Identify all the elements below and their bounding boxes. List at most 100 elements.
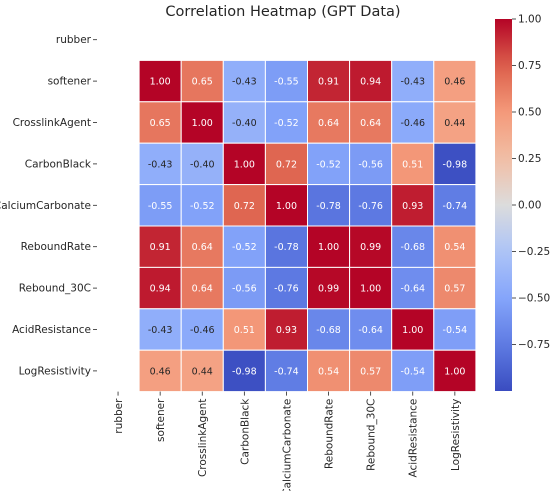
heatmap-cell: [180, 142, 224, 186]
cell-value-label: -0.52: [190, 201, 215, 212]
heatmap-cells: 1.00 0.65 -0.43 -0.55 0.91 0.94 -0.43 0.46 0.65 1…: [138, 59, 477, 393]
cell-value-label: 0.93: [402, 201, 423, 212]
cell-value-label: 1.00: [192, 118, 213, 129]
colorbar-tick-label: 1.00: [518, 14, 541, 26]
heatmap-cell: [138, 308, 182, 351]
row-label: LogResistivity: [19, 365, 91, 377]
cell-value-label: -0.78: [274, 242, 299, 253]
cell-value-label: 1.00: [444, 366, 465, 377]
cell-value-label: -0.64: [358, 325, 383, 336]
colorbar-tick-label: 0.75: [518, 60, 541, 72]
cell-value-label: -0.54: [443, 325, 468, 336]
column-label: LogResistivity: [450, 399, 462, 471]
column-label: ReboundRate: [324, 399, 336, 469]
cell-value-label: 0.64: [192, 284, 213, 295]
cell-value-label: -0.76: [274, 284, 299, 295]
heatmap-cell: [433, 225, 477, 268]
heatmap-cell: [264, 225, 308, 268]
row-label: CarbonBlack: [25, 158, 92, 170]
heatmap-cell: [264, 101, 308, 144]
colorbar: 1.00 0.75 0.50 0.25 0.00 −0.25 −0.50 −0.75: [495, 14, 550, 391]
column-label: rubber: [113, 398, 125, 434]
cell-value-label: -0.64: [400, 284, 425, 295]
column-label: softener: [155, 398, 167, 442]
cell-value-label: -0.55: [148, 201, 173, 212]
cell-value-label: -0.68: [316, 325, 341, 336]
heatmap-cell: [433, 266, 477, 310]
heatmap-cell: [307, 184, 351, 227]
cell-value-label: -0.43: [232, 77, 257, 88]
cell-value-label: 0.94: [150, 284, 171, 295]
heatmap-cell: [222, 184, 266, 227]
cell-value-label: 0.99: [318, 284, 339, 295]
heatmap-cell: [138, 142, 182, 186]
cell-value-label: 1.00: [234, 159, 255, 170]
cell-value-label: -0.55: [274, 77, 299, 88]
cell-value-label: -0.74: [274, 366, 299, 377]
heatmap-cell: [349, 142, 393, 186]
cell-value-label: 0.65: [192, 77, 213, 88]
cell-value-label: 1.00: [150, 77, 171, 88]
cell-value-label: 0.44: [444, 118, 465, 129]
row-label: ReboundRate: [21, 241, 91, 253]
heatmap-cell: [307, 308, 351, 351]
column-label: Rebound_30C: [366, 399, 378, 471]
cell-value-label: -0.40: [232, 118, 257, 129]
cell-value-label: -0.40: [190, 159, 215, 170]
heatmap-cell: [391, 184, 435, 227]
cell-value-label: 0.72: [276, 159, 297, 170]
cell-value-label: 0.46: [444, 77, 465, 88]
cell-value-label: 0.93: [276, 325, 297, 336]
colorbar-tick-label: 0.25: [518, 153, 541, 165]
heatmap-cell: [307, 225, 351, 268]
heatmap-cell: [433, 349, 477, 393]
column-label: CalciumCarbonate: [281, 399, 293, 491]
cell-value-label: -0.43: [400, 77, 425, 88]
colorbar-tick-label: −0.25: [518, 246, 550, 258]
cell-value-label: 1.00: [318, 242, 339, 253]
heatmap-cell: [138, 59, 182, 103]
cell-value-label: 0.54: [444, 242, 465, 253]
cell-value-label: 0.57: [444, 284, 465, 295]
cell-value-label: 0.54: [318, 366, 339, 377]
column-label: CarbonBlack: [239, 398, 251, 465]
cell-value-label: 0.64: [318, 118, 339, 129]
cell-value-label: 0.64: [360, 118, 381, 129]
heatmap-cell: [222, 308, 266, 351]
cell-value-label: -0.56: [232, 284, 257, 295]
heatmap-cell: [391, 308, 435, 351]
cell-value-label: -0.52: [274, 118, 299, 129]
column-label: AcidResistance: [408, 399, 420, 478]
heatmap-cell: [433, 142, 477, 186]
column-labels: rubber softener CrosslinkAgent CarbonBlack C…: [113, 391, 462, 491]
cell-value-label: -0.68: [400, 242, 425, 253]
heatmap-cell: [391, 142, 435, 186]
cell-value-label: 0.51: [234, 325, 255, 336]
cell-value-label: 0.46: [150, 366, 171, 377]
cell-value-label: -0.54: [400, 366, 425, 377]
cell-value-label: 0.99: [360, 242, 381, 253]
heatmap-cell: [349, 101, 393, 144]
colorbar-tick-label: 0.50: [518, 107, 541, 119]
cell-value-label: -0.46: [400, 118, 425, 129]
row-label: CrosslinkAgent: [13, 117, 91, 129]
cell-value-label: -0.98: [443, 159, 468, 170]
cell-value-label: -0.78: [316, 201, 341, 212]
heatmap-cell: [433, 59, 477, 103]
row-label: CalciumCarbonate: [0, 200, 91, 212]
cell-value-label: 1.00: [402, 325, 423, 336]
cell-value-label: -0.56: [358, 159, 383, 170]
cell-value-label: -0.74: [443, 201, 468, 212]
heatmap-cell: [433, 308, 477, 351]
cell-value-label: 0.44: [192, 366, 213, 377]
cell-value-label: 0.51: [402, 159, 423, 170]
heatmap-cell: [307, 349, 351, 393]
colorbar-tick-label: −0.75: [518, 339, 550, 351]
row-labels: rubber softener CrosslinkAgent CarbonBlack C…: [0, 34, 97, 377]
cell-value-label: 1.00: [360, 284, 381, 295]
column-label: CrosslinkAgent: [197, 399, 209, 477]
row-label: AcidResistance: [12, 324, 91, 336]
cell-value-label: -0.98: [232, 366, 257, 377]
cell-value-label: -0.46: [190, 325, 215, 336]
